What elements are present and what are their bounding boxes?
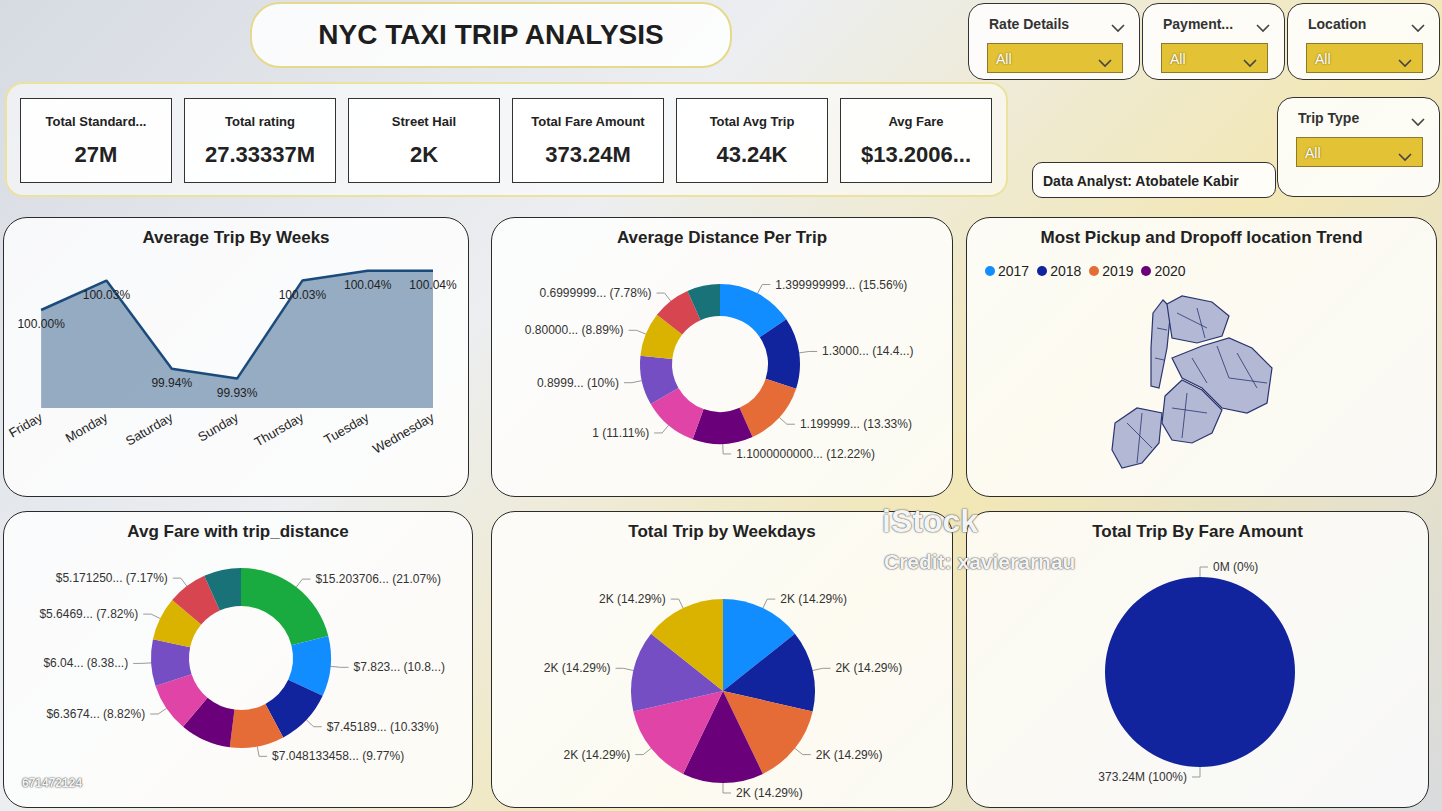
html-text:Payment...: Payment... <box>1163 16 1233 32</box>
svg-text:$5.171250... (7.17%): $5.171250... (7.17%) <box>56 571 168 585</box>
html-text:iStock: iStock <box>882 503 978 539</box>
svg-text:0.8999... (10%): 0.8999... (10%) <box>537 376 619 390</box>
svg-text:$15.203706... (21.07%): $15.203706... (21.07%) <box>315 572 440 586</box>
svg-text:2K (14.29%): 2K (14.29%) <box>816 748 883 762</box>
html-text:Total Trip by Weekdays: Total Trip by Weekdays <box>628 522 816 541</box>
svg-text:$6.04... (8.38...): $6.04... (8.38...) <box>43 656 128 670</box>
svg-text:Friday: Friday <box>6 409 45 440</box>
html-text:Total Trip By Fare Amount: Total Trip By Fare Amount <box>1092 522 1303 541</box>
html-text:2K: 2K <box>409 142 439 167</box>
svg-text:Saturday: Saturday <box>123 409 176 448</box>
svg-text:99.93%: 99.93% <box>217 386 258 400</box>
svg-text:100.04%: 100.04% <box>344 278 392 292</box>
svg-text:2K (14.29%): 2K (14.29%) <box>835 661 902 675</box>
svg-text:0.80000... (8.89%): 0.80000... (8.89%) <box>525 323 624 337</box>
svg-text:1.399999999... (15.56%): 1.399999999... (15.56%) <box>775 278 907 292</box>
svg-text:2K (14.29%): 2K (14.29%) <box>564 748 631 762</box>
html-text:Average Trip By Weeks: Average Trip By Weeks <box>142 228 330 247</box>
html-text:Total Fare Amount: Total Fare Amount <box>531 114 645 129</box>
svg-text:2K (14.29%): 2K (14.29%) <box>544 661 611 675</box>
svg-text:100.03%: 100.03% <box>279 288 327 302</box>
html-text:Rate Details: Rate Details <box>989 16 1070 32</box>
svg-text:$7.823... (10.8...): $7.823... (10.8...) <box>354 660 445 674</box>
svg-text:2K (14.29%): 2K (14.29%) <box>599 592 666 606</box>
html-text:Total Avg Trip: Total Avg Trip <box>709 114 795 129</box>
svg-text:2K (14.29%): 2K (14.29%) <box>780 592 847 606</box>
html-text:Data Analyst: Atobatele Kabir: Data Analyst: Atobatele Kabir <box>1043 173 1239 189</box>
html-text:Total Standard...: Total Standard... <box>45 114 147 129</box>
html-text:Location: Location <box>1308 16 1367 32</box>
html-text:Avg Fare with trip_distance: Avg Fare with trip_distance <box>127 522 349 541</box>
html-text:27.33337M: 27.33337M <box>205 142 315 167</box>
svg-text:$5.6469... (7.82%): $5.6469... (7.82%) <box>39 607 138 621</box>
html-text:Most Pickup and Dropoff locati: Most Pickup and Dropoff location Trend <box>1040 228 1363 247</box>
html-text:Total rating: Total rating <box>225 114 295 129</box>
svg-text:Thursday: Thursday <box>252 409 307 449</box>
svg-text:100.04%: 100.04% <box>409 278 457 292</box>
html-text:All: All <box>1315 51 1331 67</box>
html-text:671472124: 671472124 <box>22 776 83 790</box>
html-text:Avg Fare: Avg Fare <box>888 114 944 129</box>
svg-text:373.24M (100%): 373.24M (100%) <box>1098 770 1187 784</box>
html-text:2017: 2017 <box>998 263 1030 279</box>
svg-text:Monday: Monday <box>63 409 111 445</box>
svg-text:$7.45189... (10.33%): $7.45189... (10.33%) <box>327 720 439 734</box>
html-text:All: All <box>1305 145 1321 161</box>
svg-text:0.6999999... (7.78%): 0.6999999... (7.78%) <box>540 286 652 300</box>
svg-text:2K (14.29%): 2K (14.29%) <box>736 786 803 800</box>
html-text:2018: 2018 <box>1050 263 1082 279</box>
svg-text:$6.3674... (8.82%): $6.3674... (8.82%) <box>46 707 145 721</box>
html-text:All: All <box>1170 51 1186 67</box>
svg-text:1.3000... (14.4...): 1.3000... (14.4...) <box>822 344 913 358</box>
html-text:43.24K: 43.24K <box>716 142 788 167</box>
html-text:2019: 2019 <box>1102 263 1134 279</box>
html-text:Street Hail: Street Hail <box>391 114 457 129</box>
svg-text:100.00%: 100.00% <box>17 317 65 331</box>
svg-text:1.199999... (13.33%): 1.199999... (13.33%) <box>800 417 912 431</box>
svg-text:99.94%: 99.94% <box>151 376 192 390</box>
svg-text:Sunday: Sunday <box>195 409 241 444</box>
html-text:373.24M: 373.24M <box>545 142 631 167</box>
html-text:$13.2006...: $13.2006... <box>860 142 971 167</box>
html-text:27M: 27M <box>74 142 118 167</box>
svg-text:Tuesday: Tuesday <box>321 409 372 447</box>
html-text:All: All <box>996 51 1012 67</box>
svg-text:1.1000000000... (12.22%): 1.1000000000... (12.22%) <box>736 447 875 461</box>
svg-text:Wednesday: Wednesday <box>370 409 437 456</box>
html-text:Trip Type: Trip Type <box>1298 110 1360 126</box>
html-text:2020: 2020 <box>1154 263 1186 279</box>
html-text:NYC TAXI TRIP ANALYSIS: NYC TAXI TRIP ANALYSIS <box>318 19 664 50</box>
html-text:Average Distance Per Trip: Average Distance Per Trip <box>617 228 827 247</box>
svg-text:1 (11.11%): 1 (11.11%) <box>592 426 649 440</box>
svg-text:$7.048133458... (9.77%): $7.048133458... (9.77%) <box>272 749 404 763</box>
svg-text:100.03%: 100.03% <box>83 288 131 302</box>
svg-text:0M (0%): 0M (0%) <box>1213 560 1258 574</box>
html-text:Credit: xavierarnau: Credit: xavierarnau <box>884 550 1076 573</box>
